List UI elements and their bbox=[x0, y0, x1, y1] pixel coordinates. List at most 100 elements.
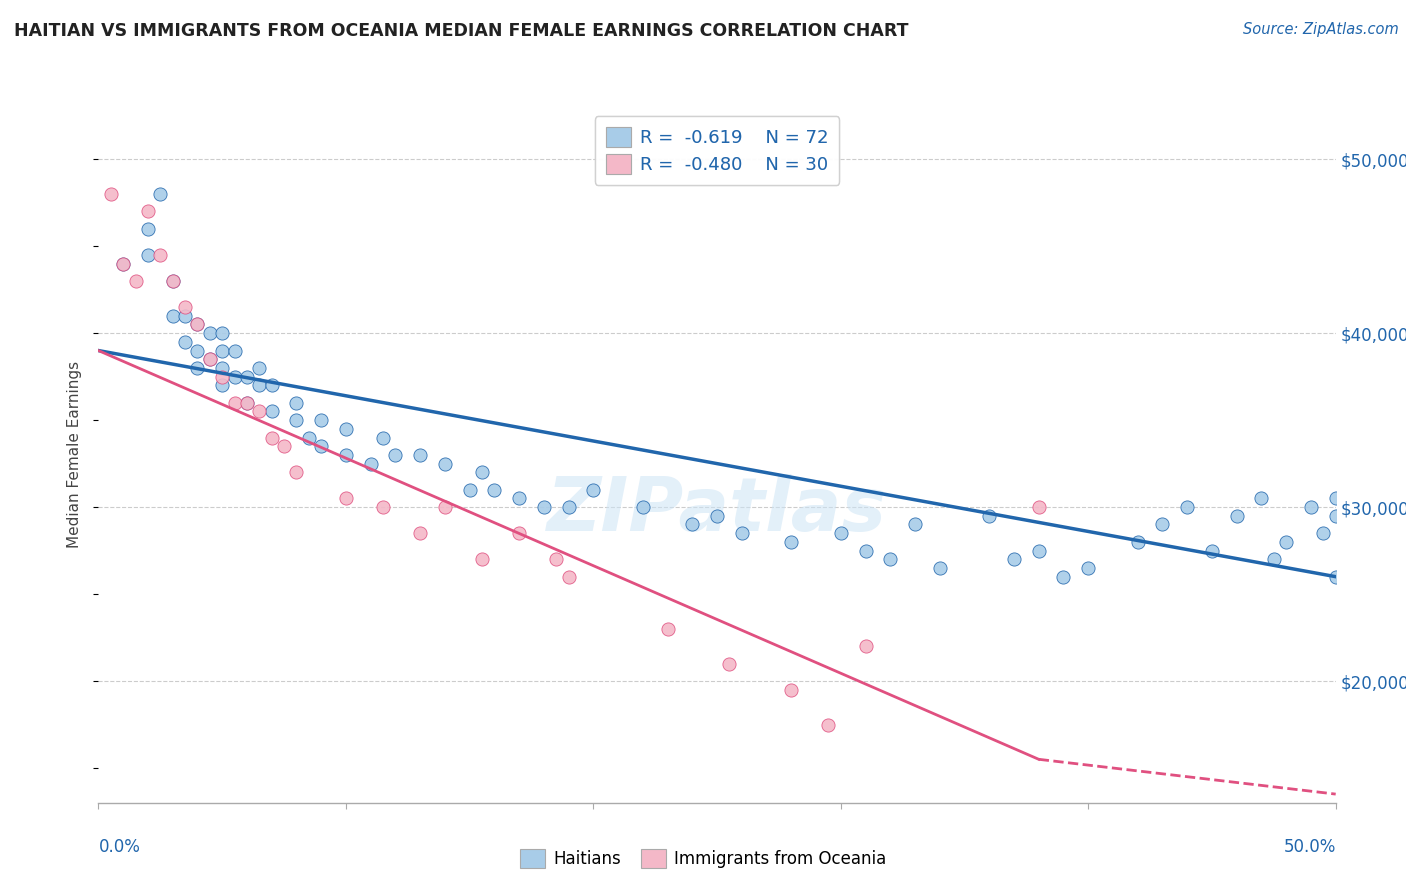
Point bbox=[1324, 508, 1347, 523]
Point bbox=[471, 466, 494, 480]
Point bbox=[260, 378, 283, 392]
Point bbox=[186, 318, 208, 332]
Point bbox=[371, 431, 394, 445]
Point bbox=[112, 257, 135, 271]
Point bbox=[174, 309, 197, 323]
Point bbox=[112, 257, 135, 271]
Point bbox=[198, 352, 221, 367]
Point bbox=[186, 343, 208, 358]
Point bbox=[149, 187, 172, 202]
Point bbox=[236, 369, 259, 384]
Point bbox=[211, 343, 233, 358]
Point bbox=[371, 500, 394, 515]
Point bbox=[211, 369, 233, 384]
Point bbox=[260, 404, 283, 418]
Point bbox=[508, 491, 530, 506]
Text: Source: ZipAtlas.com: Source: ZipAtlas.com bbox=[1243, 22, 1399, 37]
Point bbox=[979, 508, 1001, 523]
Point bbox=[384, 448, 406, 462]
Point bbox=[582, 483, 605, 497]
Point bbox=[731, 526, 754, 541]
Legend: R =  -0.619    N = 72, R =  -0.480    N = 30: R = -0.619 N = 72, R = -0.480 N = 30 bbox=[595, 116, 839, 185]
Point bbox=[162, 274, 184, 288]
Point bbox=[1299, 500, 1322, 515]
Point bbox=[706, 508, 728, 523]
Point bbox=[631, 500, 654, 515]
Point bbox=[1002, 552, 1025, 566]
Text: 50.0%: 50.0% bbox=[1284, 838, 1336, 856]
Point bbox=[433, 457, 456, 471]
Point bbox=[817, 717, 839, 731]
Point bbox=[508, 526, 530, 541]
Point bbox=[433, 500, 456, 515]
Point bbox=[186, 361, 208, 376]
Point bbox=[1028, 543, 1050, 558]
Point bbox=[1175, 500, 1198, 515]
Y-axis label: Median Female Earnings: Median Female Earnings bbox=[67, 361, 83, 549]
Point bbox=[211, 326, 233, 341]
Point bbox=[309, 439, 332, 453]
Text: 0.0%: 0.0% bbox=[98, 838, 141, 856]
Point bbox=[174, 334, 197, 349]
Point bbox=[557, 500, 579, 515]
Point bbox=[471, 552, 494, 566]
Point bbox=[1077, 561, 1099, 575]
Point bbox=[780, 535, 803, 549]
Point bbox=[780, 682, 803, 697]
Point bbox=[657, 622, 679, 636]
Point bbox=[335, 422, 357, 436]
Point bbox=[162, 309, 184, 323]
Point bbox=[285, 466, 308, 480]
Point bbox=[681, 517, 703, 532]
Point bbox=[285, 413, 308, 427]
Point bbox=[260, 431, 283, 445]
Point bbox=[546, 552, 568, 566]
Point bbox=[557, 570, 579, 584]
Point bbox=[1028, 500, 1050, 515]
Point bbox=[247, 404, 270, 418]
Point bbox=[1263, 552, 1285, 566]
Point bbox=[458, 483, 481, 497]
Point bbox=[409, 448, 432, 462]
Point bbox=[149, 248, 172, 262]
Point bbox=[855, 639, 877, 653]
Point bbox=[273, 439, 295, 453]
Point bbox=[224, 343, 246, 358]
Point bbox=[335, 491, 357, 506]
Point bbox=[186, 318, 208, 332]
Point bbox=[247, 361, 270, 376]
Point bbox=[1324, 491, 1347, 506]
Point bbox=[198, 326, 221, 341]
Point bbox=[211, 361, 233, 376]
Point bbox=[211, 378, 233, 392]
Point bbox=[409, 526, 432, 541]
Point bbox=[224, 369, 246, 384]
Legend: Haitians, Immigrants from Oceania: Haitians, Immigrants from Oceania bbox=[513, 843, 893, 875]
Point bbox=[247, 378, 270, 392]
Point bbox=[484, 483, 506, 497]
Point bbox=[335, 448, 357, 462]
Point bbox=[236, 396, 259, 410]
Point bbox=[855, 543, 877, 558]
Point bbox=[285, 396, 308, 410]
Point bbox=[162, 274, 184, 288]
Point bbox=[1324, 570, 1347, 584]
Point bbox=[1052, 570, 1074, 584]
Point bbox=[1126, 535, 1149, 549]
Point bbox=[174, 300, 197, 314]
Point bbox=[136, 248, 159, 262]
Point bbox=[718, 657, 741, 671]
Point bbox=[124, 274, 146, 288]
Point bbox=[136, 222, 159, 236]
Point bbox=[198, 352, 221, 367]
Point bbox=[928, 561, 950, 575]
Point bbox=[360, 457, 382, 471]
Point bbox=[879, 552, 901, 566]
Point bbox=[1312, 526, 1334, 541]
Point bbox=[298, 431, 321, 445]
Point bbox=[904, 517, 927, 532]
Point bbox=[1250, 491, 1272, 506]
Point bbox=[224, 396, 246, 410]
Point bbox=[100, 187, 122, 202]
Point bbox=[1201, 543, 1223, 558]
